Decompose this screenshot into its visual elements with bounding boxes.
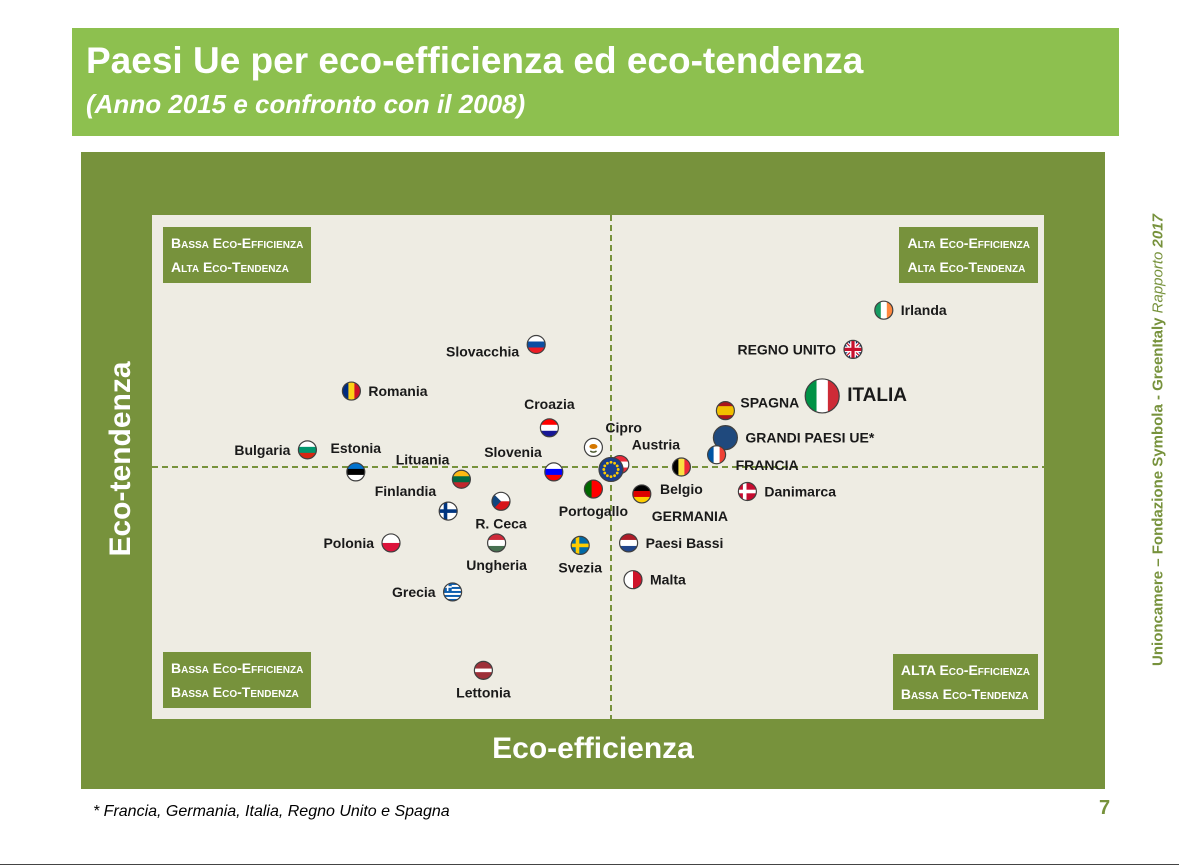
point-label-grandi-paesi-ue: GRANDI PAESI UE* [745, 430, 874, 446]
bottom-divider [0, 864, 1179, 865]
plot-area: Irlanda REGNO UNITO ITALIA SPAGNA GRANDI PAE… [152, 215, 1044, 719]
quadrant-bottom-right-line2: Bassa Eco-Tendenza [900, 686, 1029, 702]
point-label-italia: ITALIA [847, 385, 907, 406]
quadrant-bottom-left: Bassa Eco-Efficienza Bassa Eco-Tendenza [163, 652, 312, 708]
point-label-bulgaria: Bulgaria [234, 442, 290, 458]
point-label-francia: FRANCIA [736, 457, 799, 473]
point-label-belgio: Belgio [660, 481, 703, 497]
point-slovacchia: Slovacchia [446, 334, 546, 360]
point-label-malta: Malta [650, 572, 686, 588]
point-lettonia: Lettonia [456, 660, 511, 700]
scatter-chart: Irlanda REGNO UNITO ITALIA SPAGNA GRANDI PAE… [152, 215, 1044, 719]
point-finlandia: Finlandia [375, 483, 458, 521]
point-lituania: Lituania [396, 451, 471, 489]
point-ungheria: Ungheria [466, 533, 527, 573]
source-credit-italic: Rapporto [1149, 251, 1167, 314]
point-label-grecia: Grecia [392, 584, 436, 600]
point-label-regno-unito: REGNO UNITO [737, 341, 836, 357]
quadrant-top-right: Alta Eco-Efficienza Alta Eco-Tendenza [899, 227, 1038, 283]
point-germania: GERMANIA [632, 484, 728, 524]
point-label-slovenia: Slovenia [484, 444, 542, 460]
point-r-ceca: R. Ceca [475, 491, 527, 531]
point-malta: Malta [623, 570, 686, 590]
point-polonia: Polonia [323, 533, 401, 553]
point-label-romania: Romania [368, 383, 427, 399]
title-banner: Paesi Ue per eco-efficienza ed eco-tende… [72, 28, 1119, 136]
point-slovenia: Slovenia [484, 444, 564, 482]
page-title: Paesi Ue per eco-efficienza ed eco-tende… [86, 40, 864, 81]
point-label-estonia: Estonia [331, 440, 382, 456]
point-danimarca: Danimarca [737, 481, 836, 502]
point-label-austria: Austria [632, 437, 680, 453]
point-paesi-bassi: Paesi Bassi [619, 533, 724, 553]
source-credit-prefix: Unioncamere – Fondazione Symbola - Green… [1149, 313, 1167, 666]
quadrant-top-left: Bassa Eco-Efficienza Alta Eco-Tendenza [163, 227, 312, 283]
source-credit: Unioncamere – Fondazione Symbola - Green… [1150, 180, 1167, 700]
point-label-croazia: Croazia [524, 396, 575, 412]
point-grecia: Grecia [392, 582, 463, 602]
page-number: 7 [1099, 797, 1111, 819]
quadrant-bottom-right: ALTA Eco-Efficienza Bassa Eco-Tendenza [892, 654, 1038, 710]
point-irlanda: Irlanda [874, 300, 947, 320]
point-ue [598, 456, 624, 483]
quadrant-bottom-left-line2: Bassa Eco-Tendenza [171, 684, 299, 700]
point-cipro: Cipro [583, 419, 642, 457]
page-subtitle: (Anno 2015 e confronto con il 2008) [86, 89, 526, 119]
point-regno-unito: REGNO UNITO [737, 339, 863, 359]
x-axis-label: Eco-efficienza [492, 732, 694, 765]
point-label-portogallo: Portogallo [559, 503, 628, 519]
point-estonia: Estonia [331, 440, 382, 482]
y-axis-label: Eco-tendenza [104, 361, 137, 557]
quadrant-top-right-line2: Alta Eco-Tendenza [907, 259, 1026, 275]
quadrant-top-left-line1: Bassa Eco-Efficienza [171, 235, 304, 251]
point-belgio: Belgio [660, 457, 703, 497]
point-bulgaria: Bulgaria [234, 440, 317, 460]
point-label-danimarca: Danimarca [764, 484, 836, 500]
point-label-r-ceca: R. Ceca [475, 515, 527, 531]
chart-frame: Irlanda REGNO UNITO ITALIA SPAGNA GRANDI PAE… [81, 152, 1105, 789]
point-italia: ITALIA [804, 378, 907, 414]
point-portogallo: Portogallo [559, 479, 628, 519]
point-croazia: Croazia [524, 396, 575, 438]
point-label-spagna: SPAGNA [740, 395, 799, 411]
point-label-cipro: Cipro [605, 419, 642, 435]
point-label-ungheria: Ungheria [466, 557, 527, 573]
footnote: * Francia, Germania, Italia, Regno Unito… [93, 803, 450, 820]
point-label-irlanda: Irlanda [901, 302, 947, 318]
point-label-finlandia: Finlandia [375, 483, 437, 499]
point-romania: Romania [341, 381, 428, 401]
point-label-lituania: Lituania [396, 451, 450, 467]
point-label-slovacchia: Slovacchia [446, 344, 519, 360]
point-label-germania: GERMANIA [652, 508, 728, 524]
point-svezia: Svezia [558, 535, 602, 575]
point-label-svezia: Svezia [558, 559, 602, 575]
point-spagna: SPAGNA [715, 395, 799, 421]
source-credit-year: 2017 [1149, 214, 1167, 252]
quadrant-top-left-line2: Alta Eco-Tendenza [171, 259, 289, 275]
point-label-paesi-bassi: Paesi Bassi [646, 535, 724, 551]
quadrant-bottom-left-line1: Bassa Eco-Efficienza [171, 660, 304, 676]
point-grandi-paesi-ue: GRANDI PAESI UE* [712, 425, 875, 451]
point-francia: FRANCIA [706, 445, 799, 473]
quadrant-bottom-right-line1: ALTA Eco-Efficienza [900, 662, 1030, 678]
quadrant-top-right-line1: Alta Eco-Efficienza [907, 235, 1030, 251]
point-label-polonia: Polonia [323, 535, 374, 551]
point-label-lettonia: Lettonia [456, 684, 511, 700]
